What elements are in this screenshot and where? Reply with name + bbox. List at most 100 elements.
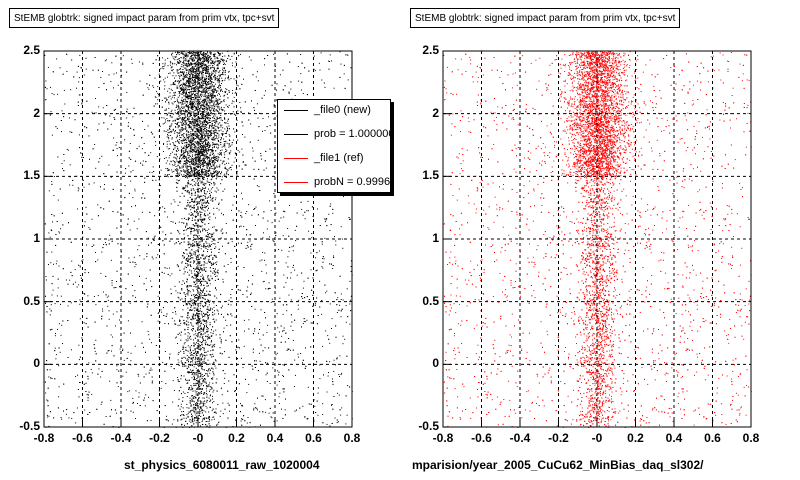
- scatter-point: [193, 334, 195, 336]
- scatter-point: [196, 274, 198, 276]
- scatter-point: [298, 80, 300, 82]
- scatter-point: [273, 53, 275, 55]
- scatter-point: [203, 214, 205, 216]
- scatter-point: [321, 241, 323, 243]
- scatter-point: [227, 313, 228, 315]
- scatter-point: [194, 310, 196, 312]
- scatter-point: [182, 397, 184, 398]
- scatter-point: [127, 391, 129, 393]
- scatter-point: [198, 182, 199, 184]
- scatter-point: [243, 319, 245, 321]
- scatter-point: [213, 320, 215, 322]
- scatter-point: [190, 91, 192, 93]
- scatter-point: [64, 103, 66, 105]
- scatter-point: [242, 198, 243, 200]
- scatter-point: [210, 199, 212, 201]
- scatter-point: [182, 78, 184, 80]
- scatter-point: [183, 375, 185, 377]
- scatter-point: [232, 111, 234, 113]
- scatter-point: [275, 354, 277, 356]
- scatter-point: [201, 421, 203, 422]
- scatter-point: [308, 70, 310, 72]
- scatter-point: [188, 333, 190, 335]
- scatter-point: [212, 187, 214, 189]
- scatter-point: [187, 177, 189, 179]
- scatter-point: [214, 255, 216, 257]
- scatter-point: [134, 266, 136, 268]
- scatter-point: [201, 58, 203, 60]
- scatter-point: [214, 190, 216, 192]
- scatter-point: [333, 370, 335, 372]
- scatter-point: [204, 207, 206, 209]
- scatter-point: [216, 378, 218, 380]
- scatter-point: [203, 397, 205, 399]
- scatter-point: [345, 54, 347, 56]
- scatter-point: [340, 63, 342, 65]
- scatter-point: [204, 362, 206, 364]
- scatter-point: [191, 345, 192, 347]
- scatter-point: [163, 272, 165, 274]
- scatter-point: [196, 175, 198, 177]
- scatter-point: [184, 301, 186, 303]
- scatter-point: [248, 383, 250, 385]
- scatter-point: [171, 70, 173, 72]
- scatter-point: [59, 188, 61, 190]
- scatter-point: [207, 200, 209, 201]
- scatter-point: [88, 227, 90, 229]
- scatter-point: [60, 295, 62, 297]
- scatter-point: [62, 268, 64, 270]
- scatter-point: [194, 148, 196, 150]
- scatter-point: [220, 117, 222, 119]
- scatter-point: [261, 270, 263, 272]
- scatter-point: [189, 269, 191, 271]
- scatter-point: [166, 363, 168, 365]
- scatter-point: [235, 153, 236, 155]
- scatter-point: [300, 353, 302, 354]
- scatter-point: [200, 218, 202, 220]
- scatter-point: [225, 339, 227, 341]
- scatter-point: [198, 261, 200, 263]
- scatter-point: [94, 57, 96, 58]
- scatter-point: [215, 272, 216, 274]
- scatter-point: [192, 111, 194, 113]
- scatter-point: [102, 247, 104, 249]
- scatter-point: [196, 197, 197, 199]
- scatter-point: [198, 297, 200, 299]
- scatter-point: [169, 163, 171, 165]
- scatter-point: [196, 378, 198, 380]
- scatter-point: [195, 408, 197, 410]
- scatter-point: [246, 296, 248, 298]
- scatter-point: [189, 419, 191, 420]
- scatter-point: [180, 322, 182, 324]
- scatter-point: [50, 262, 52, 264]
- scatter-point: [174, 323, 176, 325]
- scatter-point: [169, 275, 171, 277]
- scatter-point: [195, 297, 197, 298]
- scatter-point: [203, 268, 205, 270]
- scatter-point: [202, 403, 204, 405]
- scatter-point: [198, 258, 199, 260]
- scatter-point: [250, 234, 252, 236]
- scatter-point: [195, 198, 197, 200]
- scatter-point: [191, 200, 193, 202]
- scatter-point: [212, 416, 214, 418]
- scatter-point: [190, 56, 192, 58]
- scatter-point: [196, 154, 198, 156]
- scatter-point: [205, 267, 207, 269]
- scatter-point: [196, 342, 197, 344]
- scatter-point: [209, 57, 211, 59]
- scatter-point: [186, 288, 188, 290]
- scatter-point: [164, 323, 166, 324]
- scatter-point: [197, 265, 199, 267]
- scatter-point: [158, 349, 160, 351]
- scatter-point: [194, 198, 196, 200]
- scatter-point: [83, 383, 85, 385]
- scatter-point: [191, 101, 193, 103]
- scatter-point: [282, 235, 284, 237]
- panel-right-title: StEMB globtrk: signed impact param from …: [410, 8, 680, 28]
- scatter-point: [214, 411, 216, 413]
- scatter-point: [244, 164, 246, 166]
- scatter-point: [193, 133, 195, 134]
- scatter-point: [139, 80, 141, 82]
- scatter-point: [194, 68, 196, 70]
